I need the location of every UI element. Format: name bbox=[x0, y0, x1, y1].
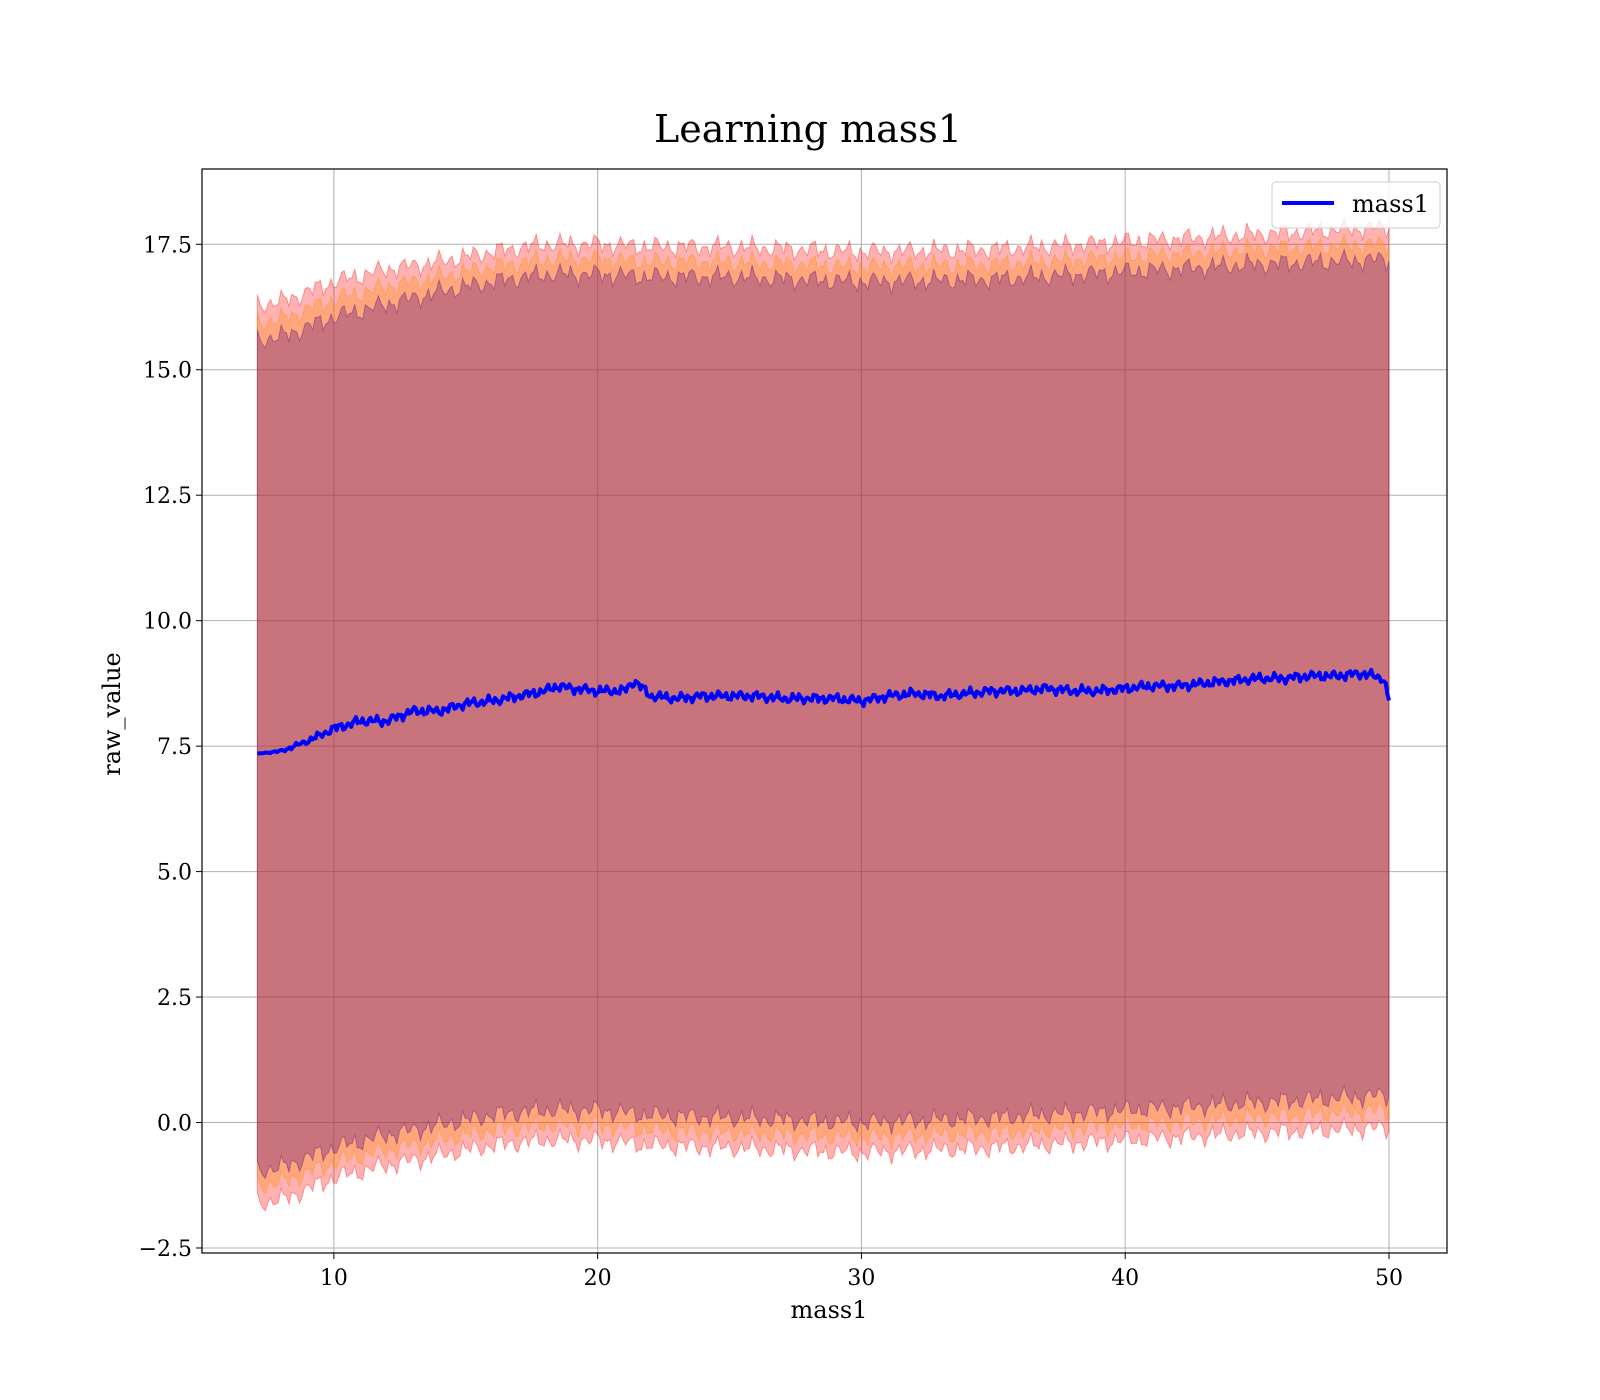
band-outer bbox=[256, 216, 1390, 1212]
y-tick-label: 2.5 bbox=[157, 986, 192, 1011]
y-tick-label: 15.0 bbox=[143, 359, 192, 384]
x-tick-label: 10 bbox=[320, 1266, 348, 1291]
series-lines bbox=[257, 667, 1391, 756]
y-tick-label: −2.5 bbox=[139, 1237, 192, 1262]
grid bbox=[202, 169, 1447, 1253]
x-tick-label: 30 bbox=[847, 1266, 875, 1291]
y-tick-label: 12.5 bbox=[143, 484, 192, 509]
y-tick-label: 17.5 bbox=[143, 233, 192, 258]
x-axis-label: mass1 bbox=[791, 1296, 868, 1324]
band-middle bbox=[256, 232, 1390, 1195]
plot-frame bbox=[201, 168, 1448, 1254]
y-tick-label: 0.0 bbox=[157, 1112, 192, 1137]
uncertainty-bands bbox=[256, 216, 1390, 1212]
y-axis-label: raw_value bbox=[98, 652, 126, 776]
axis-ticks: 10 20 30 40 50 −2.5 0.0 2.5 5.0 7.5 10.0 12.5 15.0 17… bbox=[139, 233, 1403, 1291]
x-tick-label: 20 bbox=[584, 1266, 612, 1291]
series-line-mass1 bbox=[257, 667, 1391, 756]
y-tick-label: 10.0 bbox=[143, 610, 192, 635]
x-tick-label: 40 bbox=[1111, 1266, 1139, 1291]
y-tick-label: 7.5 bbox=[157, 735, 192, 760]
legend: mass1 bbox=[1271, 181, 1441, 229]
legend-label-mass1: mass1 bbox=[1352, 190, 1429, 218]
y-tick-label: 5.0 bbox=[157, 861, 192, 886]
chart-title: Learning mass1 bbox=[654, 107, 962, 151]
band-inner bbox=[256, 247, 1390, 1180]
x-tick-label: 50 bbox=[1375, 1266, 1403, 1291]
legend-box bbox=[1271, 181, 1441, 229]
